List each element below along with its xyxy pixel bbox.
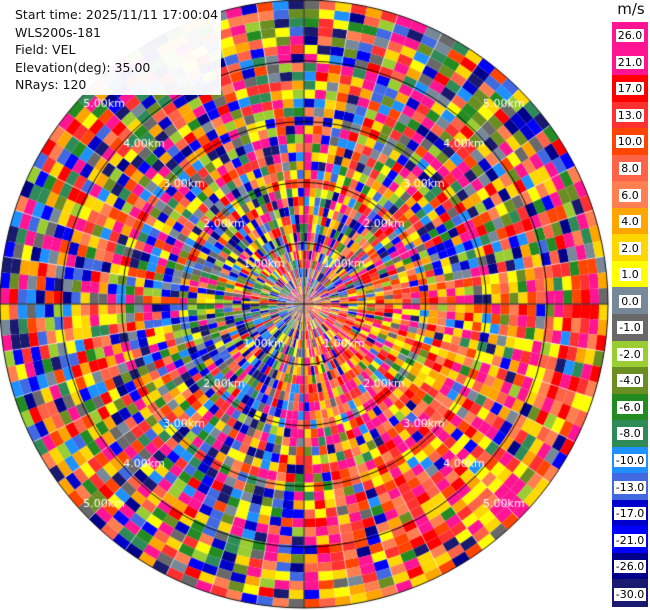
colorbar-tick-label: -6.0	[617, 400, 643, 414]
colorbar-tick-label: 0.0	[619, 294, 641, 308]
colorbar-tick-label: 8.0	[619, 162, 641, 175]
colorbar-tick-label: -17.0	[613, 507, 647, 521]
colorbar-tick-label: -21.0	[613, 533, 647, 547]
colorbar-tick-label: 4.0	[619, 215, 641, 229]
colorbar: 26.0 21.0 17.0 13.0 10.0 8.0 6.0 4.0 2.0 1.0 0.0 -1…	[612, 22, 648, 607]
colorbar-tick-label: 26.0	[615, 29, 645, 43]
elevation-text: Elevation(deg): 35.00	[15, 59, 151, 75]
colorbar-tick-label: 10.0	[615, 135, 645, 149]
colorbar-tick-label: -10.0	[613, 454, 647, 467]
colorbar-tick-label: 21.0	[615, 55, 645, 69]
colorbar-tick-label: -13.0	[613, 480, 647, 494]
colorbar-tick-label: 17.0	[615, 82, 645, 96]
colorbar-tick-label: 13.0	[615, 108, 645, 122]
colorbar-tick-label: -8.0	[617, 427, 643, 441]
info-panel: Start time: 2025/11/11 17:00:04 WLS200s-…	[12, 5, 222, 95]
colorbar-tick-label: 6.0	[619, 188, 641, 202]
colorbar-unit-label: m/s	[617, 0, 645, 18]
colorbar-tick-label: -4.0	[617, 374, 643, 388]
nrays-text: NRays: 120	[15, 77, 87, 92]
instrument-text: WLS200s-181	[15, 24, 101, 40]
colorbar-tick-label: -30.0	[613, 588, 647, 601]
colorbar-tick-label: 1.0	[619, 268, 641, 282]
colorbar-tick-label: -26.0	[613, 560, 647, 574]
field-text: Field: VEL	[15, 42, 76, 57]
start-time-text: Start time: 2025/11/11 17:00:04	[15, 7, 219, 22]
colorbar-tick-label: -1.0	[617, 321, 643, 335]
colorbar-tick-label: -2.0	[617, 347, 643, 361]
colorbar-tick-label: 2.0	[619, 241, 641, 255]
